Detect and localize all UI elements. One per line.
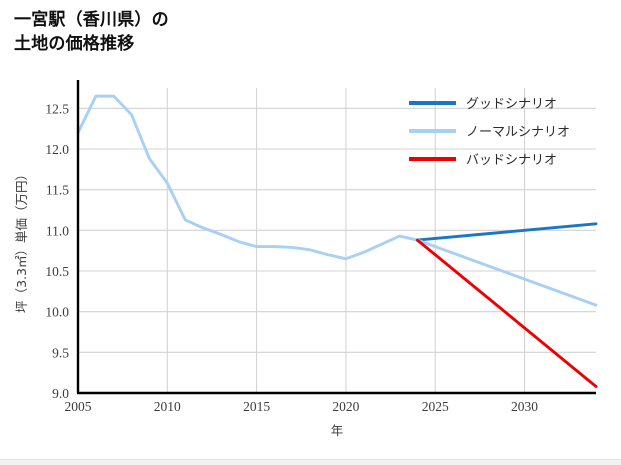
- x-tick-label: 2015: [243, 399, 270, 414]
- grid-lines: [78, 88, 596, 394]
- y-axis-title: 坪（3.3㎡）単価（万円）: [14, 168, 29, 313]
- data-series-lines: [76, 94, 598, 388]
- y-tick-label: 12.5: [45, 101, 69, 116]
- x-axis-tick-labels: 2005 2010 2015 2020 2025 2030: [65, 399, 539, 414]
- y-tick-label: 9.0: [52, 386, 69, 401]
- x-tick-label: 2005: [65, 399, 92, 414]
- y-axis-tick-labels: 9.0 9.5 10.0 10.5 11.0 11.5 12.0 12.5: [45, 101, 69, 401]
- bottom-strip: [0, 459, 621, 465]
- y-tick-label: 11.0: [46, 223, 69, 238]
- y-tick-label: 11.5: [46, 183, 69, 198]
- legend-label: ノーマルシナリオ: [466, 125, 570, 140]
- x-tick-label: 2030: [511, 399, 538, 414]
- y-tick-label: 9.5: [52, 345, 69, 360]
- x-tick-label: 2025: [422, 399, 449, 414]
- x-tick-label: 2010: [154, 399, 181, 414]
- x-axis-title: 年: [331, 423, 344, 438]
- series-line: [415, 222, 598, 242]
- series-line: [76, 94, 419, 261]
- y-tick-label: 10.0: [45, 305, 69, 320]
- x-tick-label: 2020: [332, 399, 359, 414]
- series-line: [415, 238, 598, 388]
- axis-spines: [76, 80, 596, 395]
- series-line: [415, 238, 598, 307]
- legend-label: バッドシナリオ: [466, 153, 557, 168]
- y-tick-label: 10.5: [45, 264, 69, 279]
- y-tick-label: 12.0: [45, 142, 69, 157]
- legend-label: グッドシナリオ: [466, 97, 557, 112]
- chart-title: 一宮駅（香川県）の 土地の価格推移: [14, 10, 169, 55]
- axis-titles: 年 坪（3.3㎡）単価（万円）: [14, 168, 343, 438]
